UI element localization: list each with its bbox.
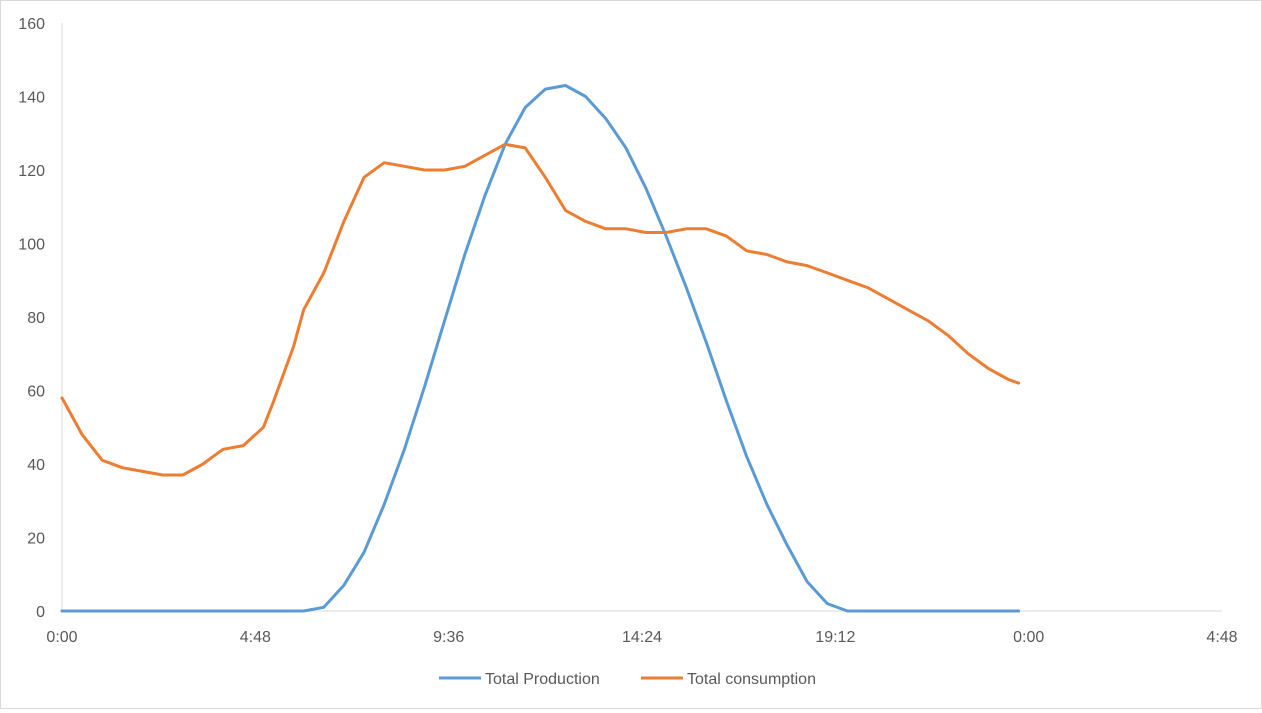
y-tick-label: 140 (18, 90, 45, 107)
y-tick-label: 80 (27, 310, 45, 327)
series-line-total-consumption (60, 142, 1021, 477)
x-tick-label: 9:36 (433, 629, 464, 646)
x-tick-label: 4:48 (240, 629, 271, 646)
x-tick-label: 0:00 (1013, 629, 1044, 646)
x-tick-label: 4:48 (1206, 629, 1237, 646)
y-tick-label: 120 (18, 163, 45, 180)
legend-item-total-production: Total Production (439, 671, 600, 688)
series-line-total-production (60, 84, 1021, 613)
y-tick-label: 20 (27, 531, 45, 548)
x-tick-label: 14:24 (622, 629, 662, 646)
x-tick-label: 19:12 (815, 629, 855, 646)
y-tick-label: 100 (18, 237, 45, 254)
y-tick-label: 160 (18, 16, 45, 33)
legend-item-total-consumption: Total consumption (641, 671, 816, 688)
y-tick-label: 40 (27, 457, 45, 474)
y-tick-label: 0 (36, 604, 45, 621)
legend-label: Total Production (485, 671, 600, 688)
x-tick-label: 0:00 (46, 629, 77, 646)
y-tick-label: 60 (27, 384, 45, 401)
legend-label: Total consumption (687, 671, 816, 688)
